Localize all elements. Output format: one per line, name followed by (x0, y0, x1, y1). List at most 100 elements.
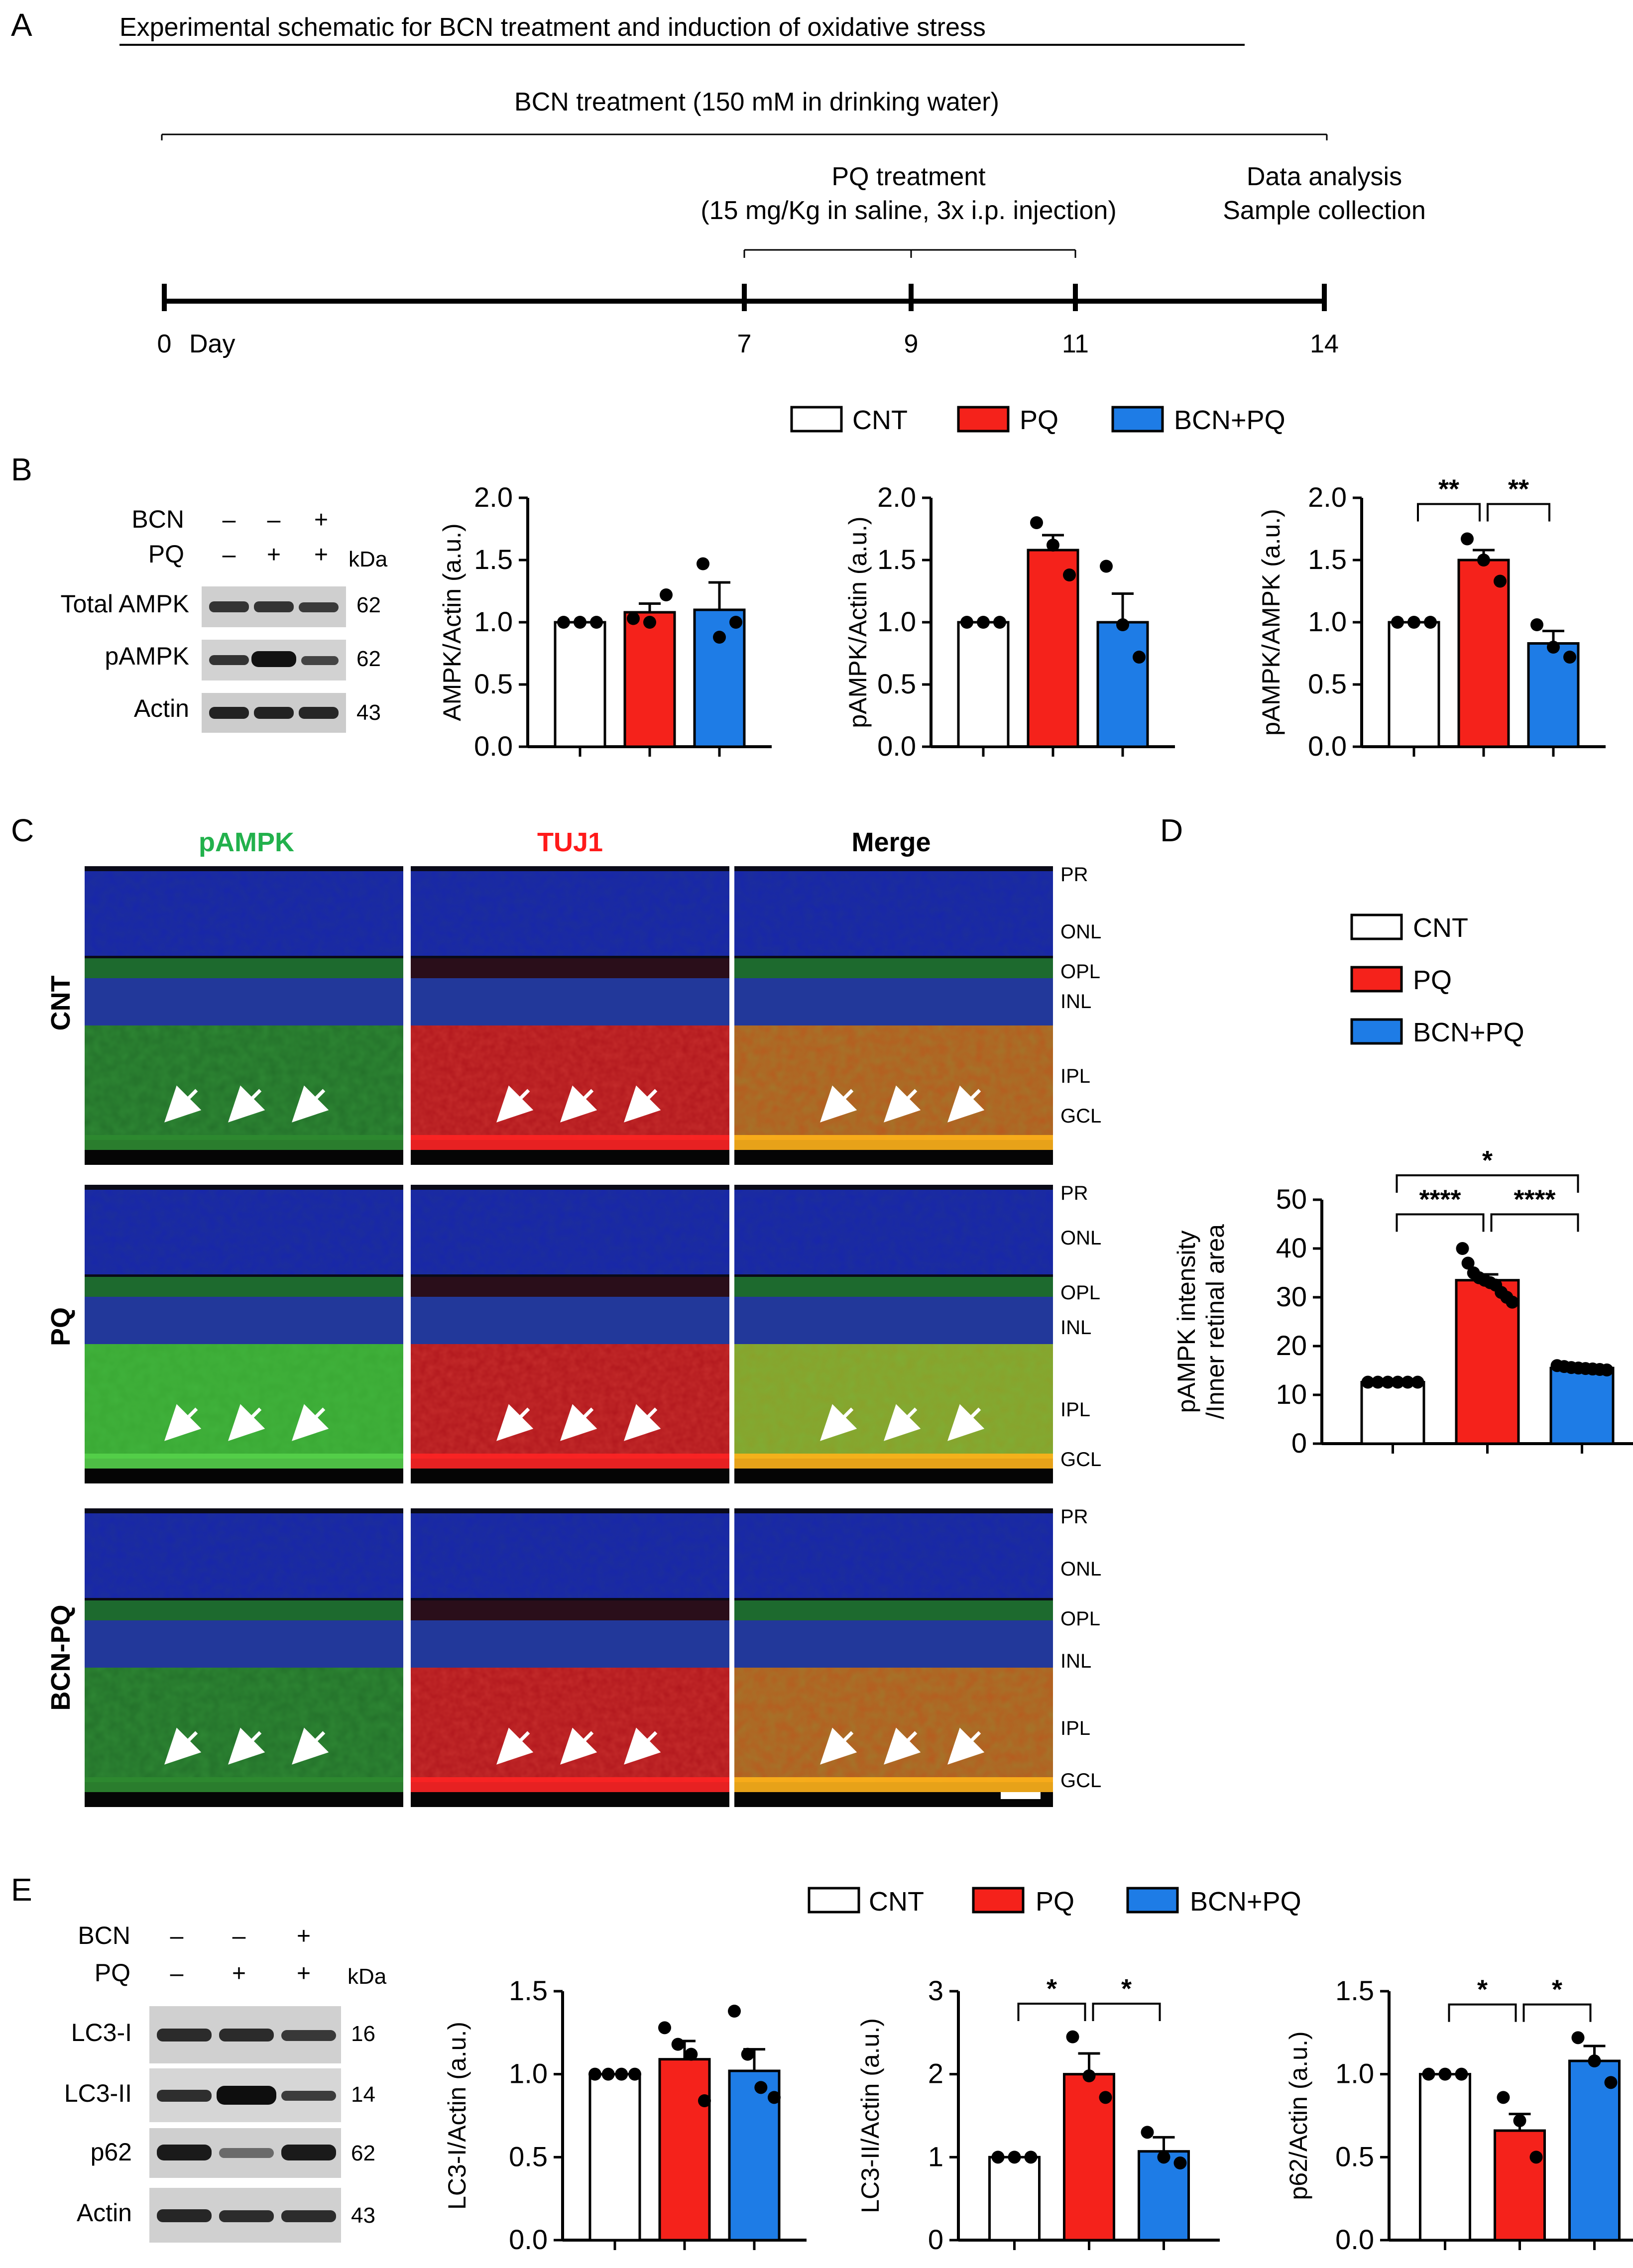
data-point (1063, 568, 1076, 581)
row-label-cnt: CNT (46, 975, 76, 1030)
data-point (977, 616, 990, 629)
bar-pq (658, 2058, 711, 2242)
data-point (627, 612, 640, 625)
y-tick-label: 0.0 (1308, 730, 1347, 762)
bar-cnt (957, 621, 1010, 748)
data-point (658, 2021, 671, 2035)
y-tick-label: 1.0 (877, 606, 916, 637)
data-point (1461, 1256, 1475, 1270)
svg-text:+: + (314, 507, 328, 533)
panel-letter-e: E (11, 1872, 32, 1908)
svg-text:+: + (314, 542, 328, 568)
layer-label-inl: INL (1060, 1317, 1091, 1339)
arrow-indicator (947, 1404, 985, 1441)
arrow-indicator (884, 1727, 921, 1765)
significance-bracket: **** (1396, 1184, 1485, 1232)
data-point (1047, 539, 1059, 552)
svg-text:+: + (297, 1960, 311, 1987)
arrow-indicator (292, 1085, 329, 1123)
data-point (1082, 2069, 1096, 2082)
micrograph-pq-pampk (85, 1185, 403, 1483)
bar-charts: 0.0 0.5 1.0 1.5 2.0 AMPK/Actin (a.u.) 0.0 0.5 1.… (438, 474, 1633, 2255)
layer-label-ipl: IPL (1060, 1065, 1090, 1087)
y-axis-label: pAMPK/AMPK (a.u.) (1257, 509, 1285, 736)
y-tick-label: 40 (1276, 1232, 1307, 1263)
data-point (1455, 2067, 1468, 2081)
legend-d: CNT PQ BCN+PQ (1350, 913, 1524, 1047)
arrow-indicator (228, 1085, 265, 1123)
y-tick-label: 1.0 (1335, 2058, 1374, 2089)
legend-d-label-pq: PQ (1413, 965, 1452, 995)
layer-label-ipl: IPL (1060, 1717, 1090, 1739)
data-point (1100, 560, 1113, 573)
y-tick-label: 1.5 (474, 544, 513, 575)
band-label-total-ampk: Total AMPK (61, 590, 189, 618)
svg-text:+: + (267, 542, 281, 568)
layer-label-onl: ONL (1060, 1558, 1101, 1580)
significance-bracket: * (1092, 1974, 1161, 2021)
row-label-pq: PQ (46, 1307, 76, 1346)
kda-label-b: kDa (349, 547, 388, 571)
arrow-indicator (496, 1404, 534, 1441)
arrow-indicator (164, 1404, 202, 1441)
data-point (960, 616, 973, 629)
layer-label-opl: OPL (1060, 1608, 1100, 1630)
pq-treatment-label: PQ treatment (831, 162, 986, 191)
data-point (1361, 1375, 1375, 1389)
legend-e-label-bcnpq: BCN+PQ (1190, 1887, 1301, 1917)
legend-swatch-cnt (790, 406, 843, 433)
svg-text:43: 43 (356, 700, 381, 725)
data-point (697, 557, 709, 570)
legend-e-label-pq: PQ (1036, 1887, 1074, 1917)
arrow-indicator (496, 1085, 534, 1123)
data-point (713, 631, 726, 644)
svg-text:–: – (233, 1923, 246, 1949)
panel-letter-d: D (1160, 812, 1183, 848)
data-point (1173, 2156, 1187, 2169)
y-axis-label: AMPK/Actin (a.u.) (438, 523, 466, 721)
layer-label-opl: OPL (1060, 961, 1100, 983)
data-point (1008, 2151, 1021, 2164)
micrograph-bcn-pq-merge (734, 1508, 1053, 1807)
y-tick-label: 0.5 (1308, 668, 1347, 699)
chart-e3: 0.0 0.5 1.0 1.5 p62/Actin (a.u.) * * (1284, 1975, 1633, 2255)
significance-label: **** (1419, 1184, 1461, 1214)
layer-label-pr: PR (1060, 1506, 1088, 1528)
significance-label: ** (1438, 474, 1459, 504)
y-tick-label: 0.0 (877, 730, 916, 762)
data-point (728, 2005, 741, 2018)
micrograph-bcn-pq-tuj1 (411, 1508, 729, 1807)
arrow-indicator (292, 1727, 329, 1765)
chart-e1: 0.0 0.5 1.0 1.5 LC3-I/Actin (a.u.) (443, 1975, 807, 2255)
y-tick-label: 1.5 (1335, 1975, 1374, 2006)
tick-day-0: 0 (157, 330, 172, 358)
arrow-indicator (292, 1404, 329, 1441)
y-tick-label: 0.5 (509, 2141, 548, 2172)
band-label-actin-b: Actin (134, 694, 189, 722)
data-point (1422, 2067, 1435, 2081)
significance-label: * (1552, 1975, 1562, 2005)
y-tick-label: 0.0 (509, 2224, 548, 2255)
bar-cnt (588, 2073, 641, 2242)
bar-bcn-pq (1549, 1366, 1615, 1445)
significance-bracket: * (1448, 1975, 1517, 2022)
data-point (1530, 618, 1543, 631)
micrograph-cnt-tuj1 (411, 866, 729, 1165)
data-point (1157, 2151, 1170, 2164)
legend-label-bcnpq: BCN+PQ (1174, 405, 1285, 435)
y-tick-label: 20 (1276, 1330, 1307, 1361)
significance-label: ** (1508, 474, 1529, 504)
data-point (1513, 2114, 1526, 2127)
arrow-indicator (164, 1727, 202, 1765)
bar-pq (1455, 1279, 1520, 1445)
data-point (1371, 1375, 1385, 1389)
legend-label-pq: PQ (1020, 405, 1058, 435)
micrograph-cnt-pampk (85, 866, 403, 1165)
layer-label-inl: INL (1060, 1650, 1091, 1672)
micrograph-pq-tuj1 (411, 1185, 729, 1483)
data-point (741, 2047, 754, 2061)
y-tick-label: 50 (1276, 1183, 1307, 1215)
bar-cnt (988, 2155, 1041, 2242)
y-axis-label: pAMPK/Actin (a.u.) (844, 516, 872, 728)
